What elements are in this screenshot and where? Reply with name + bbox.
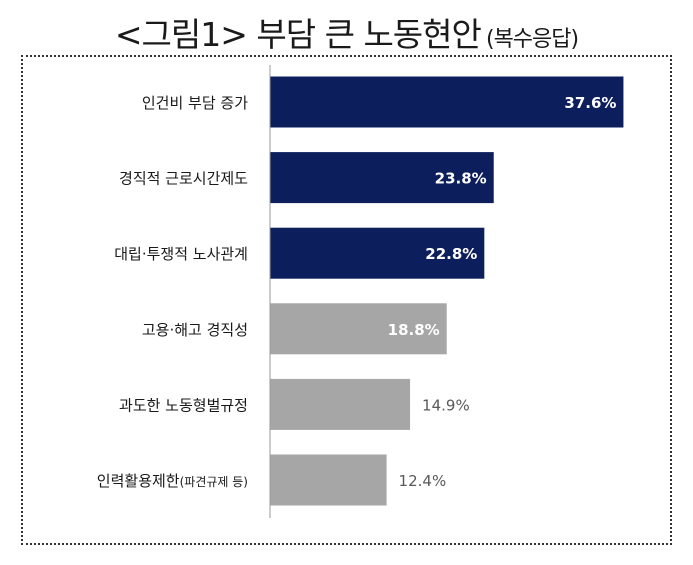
category-label: 대립·투쟁적 노사관계	[114, 245, 248, 263]
value-label: 22.8%	[425, 245, 477, 263]
category-label: 인력활용제한(파견규제 등)	[97, 472, 248, 490]
chart-subtitle: (복수응답)	[485, 27, 579, 52]
bar	[270, 227, 485, 279]
bar	[270, 454, 387, 506]
value-label: 23.8%	[435, 170, 487, 188]
value-label: 14.9%	[422, 396, 470, 414]
chart-title: <그림1> 부담 큰 노동현안 (복수응답)	[0, 8, 693, 56]
category-label: 인건비 부담 증가	[142, 94, 248, 112]
bar	[270, 152, 494, 204]
category-label: 과도한 노동형벌규정	[119, 396, 248, 414]
bar	[270, 303, 447, 355]
category-label: 고용·해고 경직성	[142, 321, 248, 339]
bar	[270, 378, 411, 430]
value-label: 37.6%	[564, 94, 616, 112]
chart-title-main: <그림1> 부담 큰 노동현안	[114, 15, 482, 54]
value-label: 18.8%	[388, 321, 440, 339]
bar	[270, 76, 624, 128]
category-label: 경직적 근로시간제도	[119, 170, 248, 188]
value-label: 12.4%	[399, 472, 447, 490]
chart-frame	[21, 55, 672, 545]
